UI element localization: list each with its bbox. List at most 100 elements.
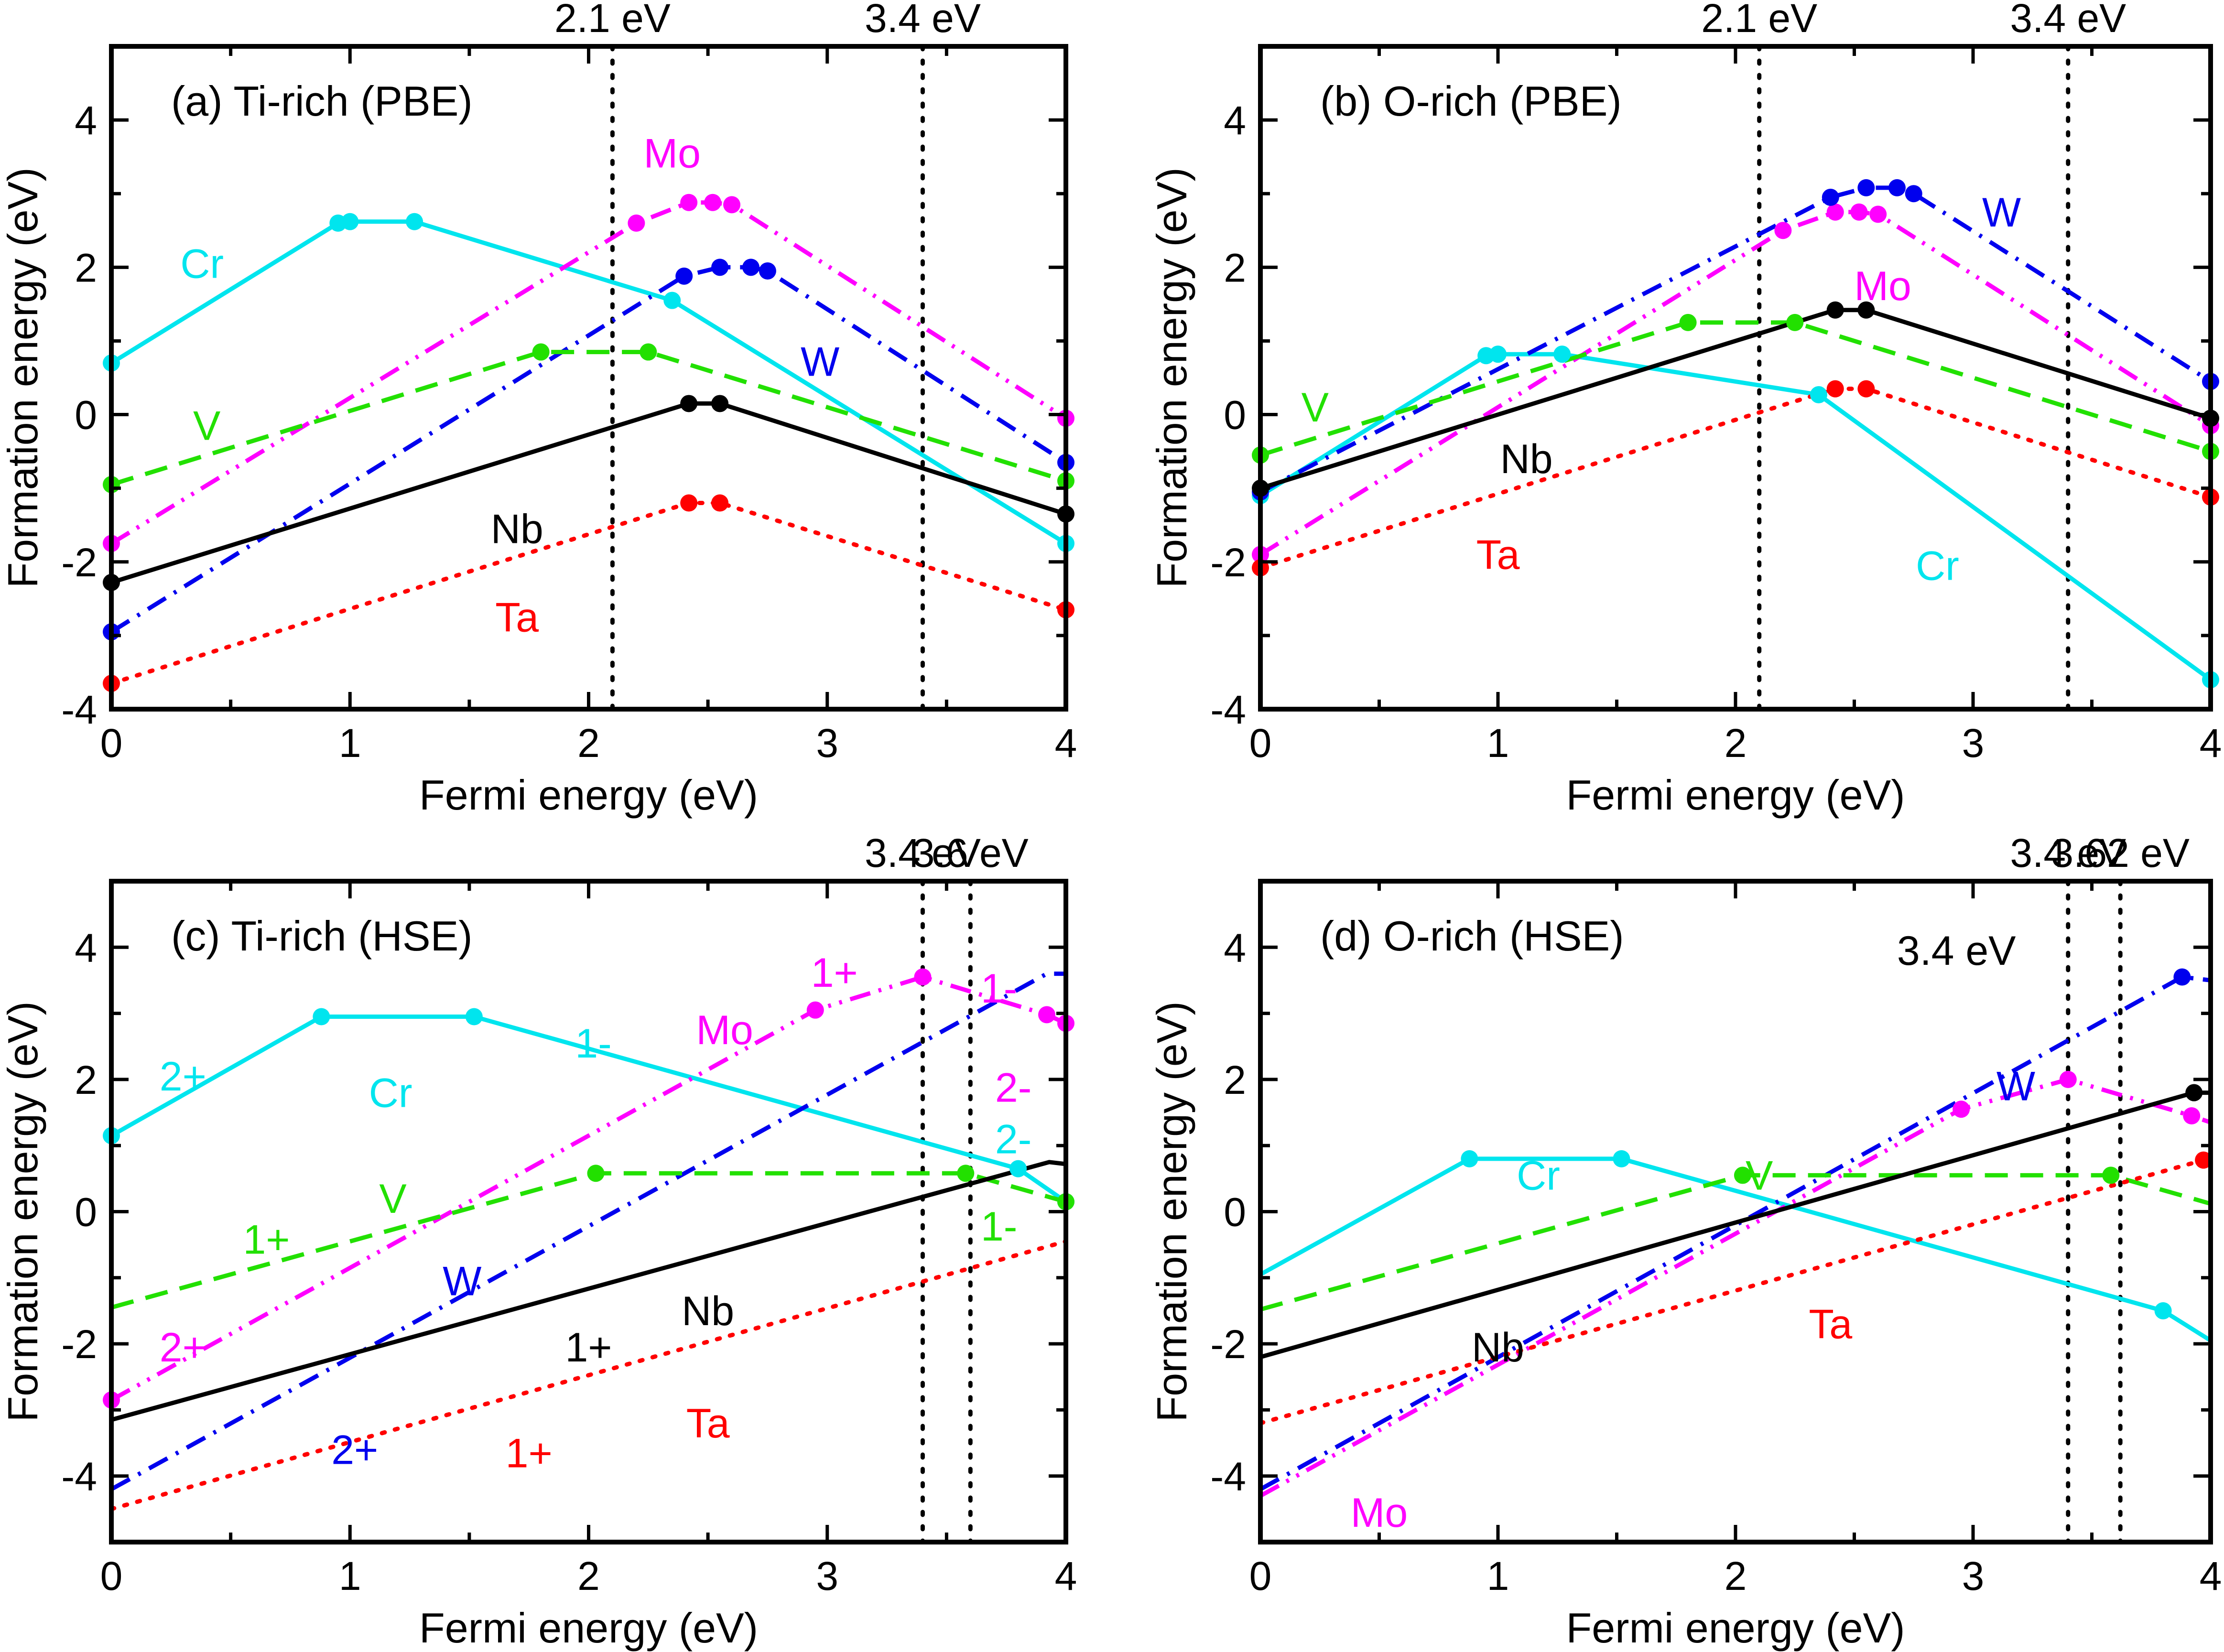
reference-label: 3.6 eV	[912, 831, 1029, 875]
annotation-label: 2+	[160, 1054, 206, 1100]
series-line-w	[1260, 975, 2211, 1491]
annotation-label: 3.4 eV	[1897, 928, 2016, 974]
data-point-w	[1905, 185, 1922, 203]
data-point-mo	[704, 194, 722, 211]
data-point-v	[532, 343, 550, 361]
data-point-nb	[1857, 301, 1875, 319]
data-point-cr	[1461, 1150, 1478, 1167]
annotation-label: Ta	[495, 594, 539, 640]
annotation-label: V	[1746, 1153, 1773, 1199]
data-point-v	[1679, 313, 1697, 331]
annotation-label: V	[1302, 385, 1329, 431]
data-point-cr	[1489, 346, 1507, 363]
data-point-mo	[914, 968, 932, 986]
data-point-nb	[680, 395, 698, 412]
annotation-label: Nb	[1500, 436, 1553, 482]
series-line-w	[1260, 185, 2211, 494]
series-line-ta	[111, 1239, 1066, 1512]
y-tick-label: -2	[61, 1322, 97, 1367]
annotation-label: 1-	[981, 966, 1017, 1012]
data-point-mo	[723, 196, 741, 214]
annotation-label: V	[193, 403, 220, 449]
series-line-w	[111, 972, 1066, 1491]
data-point-cr	[1810, 386, 1827, 403]
data-point-w	[711, 259, 729, 276]
annotation-label: Cr	[180, 241, 224, 287]
y-tick-label: 0	[75, 1190, 97, 1235]
data-point-mo	[2183, 1107, 2201, 1124]
x-tick-label: 4	[1055, 1554, 1077, 1598]
series-line-w	[111, 265, 1066, 634]
annotation-label: 2-	[995, 1116, 1031, 1162]
annotation-label: W	[1982, 190, 2021, 236]
series-line-cr	[111, 219, 1066, 546]
data-point-cr	[1553, 346, 1571, 363]
data-point-cr	[406, 213, 423, 230]
reference-label: 3.4 eV	[865, 831, 981, 875]
data-point-v	[957, 1165, 975, 1182]
data-point-w	[1888, 179, 1906, 196]
data-point-ta	[711, 494, 729, 512]
data-point-mo	[1826, 203, 1844, 221]
y-tick-label: -4	[1210, 687, 1246, 732]
series-line-nb	[111, 401, 1066, 585]
x-axis-label: Fermi energy (eV)	[1566, 1604, 1905, 1652]
y-tick-label: 2	[1224, 1058, 1246, 1102]
data-point-nb	[2185, 1084, 2203, 1101]
series-line-v	[111, 350, 1066, 487]
data-point-mo	[1774, 222, 1792, 239]
panel-title: (b) O-rich (PBE)	[1320, 77, 1622, 125]
panel-2: 2.1 eV 3.4 eV 0 1 2 3 4 -4 -2 0 2 4 Fermi energy (eV…	[1148, 0, 2222, 819]
data-point-nb	[711, 395, 729, 412]
data-point-nb	[1826, 301, 1844, 319]
annotation-label: 2+	[331, 1427, 378, 1473]
data-point-w	[2173, 968, 2191, 986]
data-point-v	[587, 1165, 605, 1182]
series-line-mo	[1260, 210, 2211, 557]
reference-label: 2.1 eV	[554, 0, 671, 41]
y-tick-label: -2	[61, 540, 97, 585]
y-tick-label: 2	[75, 1058, 97, 1102]
y-tick-label: 4	[1224, 98, 1246, 143]
data-point-w	[675, 267, 693, 285]
panel-title: (a) Ti-rich (PBE)	[171, 77, 473, 125]
y-axis-label: Formation energy (eV)	[0, 1001, 46, 1422]
x-tick-label: 4	[2200, 1554, 2222, 1598]
y-axis-label: Formation energy (eV)	[1148, 167, 1195, 588]
annotation-label: 1-	[981, 1204, 1017, 1250]
data-point-mo	[806, 1001, 824, 1019]
x-tick-label: 0	[100, 721, 123, 766]
y-axis-label: Formation energy (eV)	[1148, 1001, 1195, 1422]
x-tick-label: 1	[339, 721, 361, 766]
annotation-label: 1+	[811, 950, 858, 996]
data-point-mo	[1953, 1101, 1970, 1118]
y-tick-label: 0	[75, 393, 97, 438]
x-tick-label: 3	[1962, 721, 1985, 766]
y-tick-label: -2	[1210, 1322, 1246, 1367]
y-tick-label: 4	[1224, 925, 1246, 970]
y-tick-label: 0	[1224, 1190, 1246, 1235]
data-point-mo	[680, 194, 698, 211]
data-point-ta	[1857, 380, 1875, 398]
data-point-v	[1786, 313, 1804, 331]
series-line-ta	[111, 501, 1066, 686]
x-axis-label: Fermi energy (eV)	[419, 771, 758, 819]
y-tick-label: -4	[1210, 1454, 1246, 1499]
data-point-w	[1857, 179, 1875, 196]
x-tick-label: 2	[1725, 721, 1747, 766]
y-tick-label: 4	[75, 98, 97, 143]
x-axis-label: Fermi energy (eV)	[1566, 771, 1905, 819]
annotation-label: Mo	[644, 130, 701, 176]
panel-title: (d) O-rich (HSE)	[1320, 912, 1624, 960]
y-tick-label: -4	[61, 1454, 97, 1499]
data-point-mo	[2059, 1070, 2077, 1088]
x-axis-label: Fermi energy (eV)	[419, 1604, 758, 1652]
x-tick-label: 3	[1962, 1554, 1985, 1598]
series-line-v	[1260, 1173, 2211, 1312]
x-tick-label: 0	[100, 1554, 123, 1598]
annotation-label: 1+	[565, 1325, 612, 1371]
series-line-ta	[1260, 387, 2211, 570]
series-line-nb	[1260, 308, 2211, 490]
